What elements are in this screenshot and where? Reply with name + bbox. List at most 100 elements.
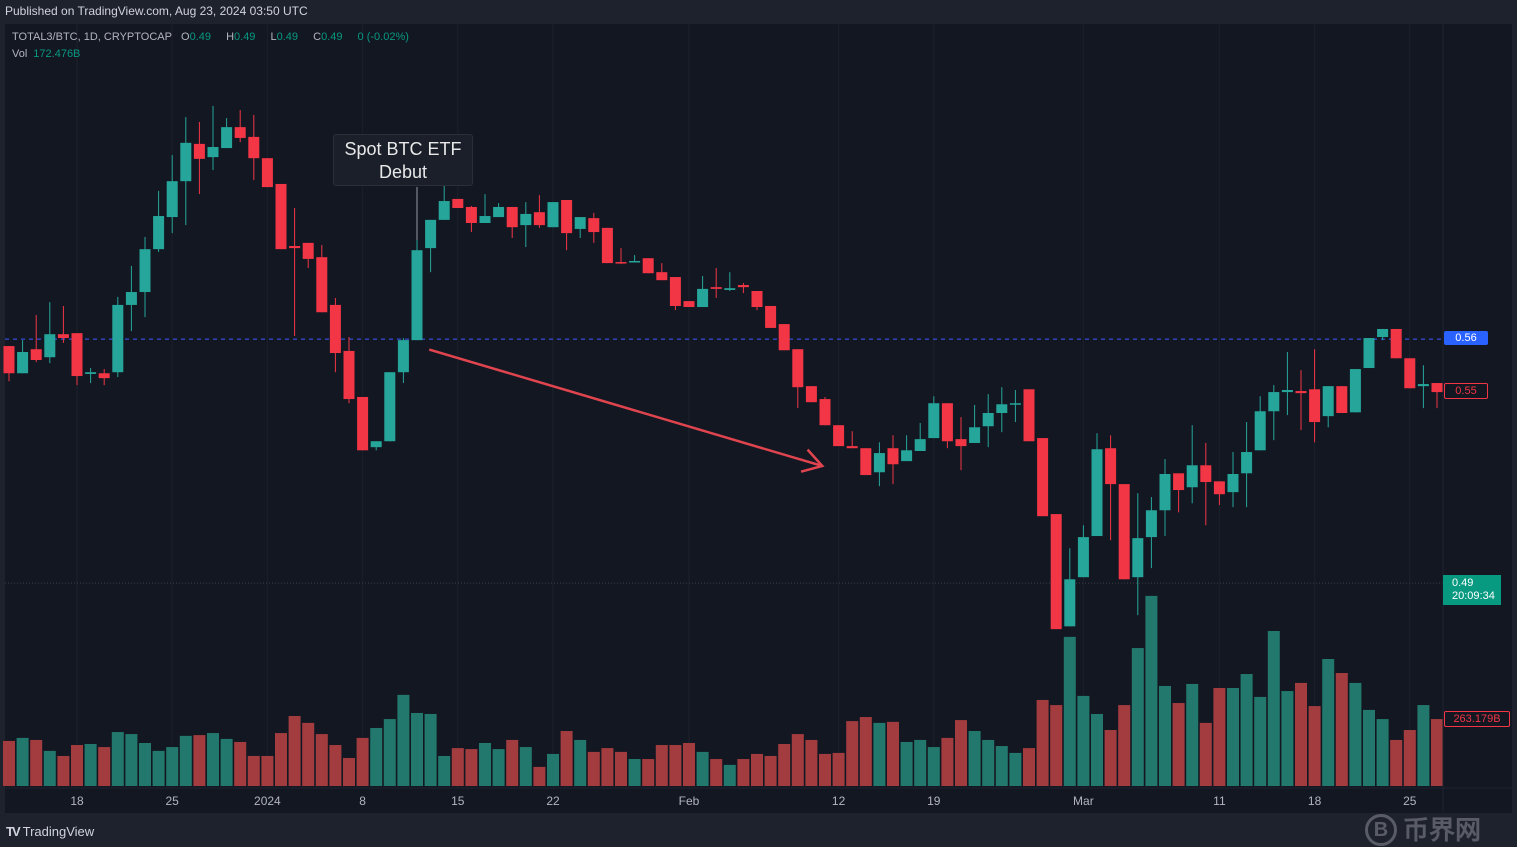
candle[interactable] <box>221 118 233 149</box>
candle[interactable] <box>44 302 56 364</box>
candle[interactable] <box>261 158 273 188</box>
candle[interactable] <box>969 404 981 443</box>
candle[interactable] <box>669 277 681 311</box>
candle[interactable] <box>248 114 260 181</box>
candle[interactable] <box>982 394 994 448</box>
candle[interactable] <box>1377 328 1389 341</box>
candle[interactable] <box>533 195 545 228</box>
candle[interactable] <box>833 425 845 447</box>
candle[interactable] <box>928 396 940 439</box>
candle[interactable] <box>316 244 328 313</box>
candle[interactable] <box>860 448 872 476</box>
candle[interactable] <box>112 296 124 378</box>
candle[interactable] <box>1268 385 1280 441</box>
candle[interactable] <box>193 121 205 195</box>
candle[interactable] <box>1200 442 1212 526</box>
candle[interactable] <box>1145 497 1157 569</box>
candle[interactable] <box>656 263 668 281</box>
candle[interactable] <box>1227 452 1239 508</box>
candle[interactable] <box>98 369 110 386</box>
candle[interactable] <box>3 346 15 382</box>
candle[interactable] <box>955 417 967 471</box>
candle[interactable] <box>1349 369 1361 413</box>
candle[interactable] <box>1132 493 1144 616</box>
candle[interactable] <box>996 387 1008 433</box>
candle[interactable] <box>683 301 695 308</box>
candle[interactable] <box>1336 386 1348 413</box>
candle[interactable] <box>384 372 396 442</box>
candle[interactable] <box>765 305 777 328</box>
candle[interactable] <box>1404 358 1416 389</box>
candle[interactable] <box>125 265 137 332</box>
candle[interactable] <box>139 236 151 318</box>
candle[interactable] <box>275 183 287 250</box>
candle[interactable] <box>1023 389 1035 442</box>
candle[interactable] <box>1241 422 1253 508</box>
candle[interactable] <box>629 255 641 263</box>
candle[interactable] <box>1118 484 1130 580</box>
candle[interactable] <box>329 297 341 373</box>
candle[interactable] <box>1091 433 1103 537</box>
candle[interactable] <box>1159 459 1171 537</box>
candle[interactable] <box>479 194 491 224</box>
candle[interactable] <box>710 267 722 298</box>
candle[interactable] <box>17 340 29 374</box>
candle[interactable] <box>506 206 518 238</box>
candle[interactable] <box>1064 548 1076 627</box>
candle[interactable] <box>71 333 83 386</box>
candle[interactable] <box>1173 473 1185 513</box>
candle[interactable] <box>180 117 192 226</box>
candle[interactable] <box>493 203 505 218</box>
candle[interactable] <box>1037 438 1049 517</box>
candle[interactable] <box>1417 365 1429 409</box>
candle[interactable] <box>1431 383 1443 409</box>
candle[interactable] <box>601 227 613 264</box>
candle[interactable] <box>166 155 178 234</box>
candle[interactable] <box>751 290 763 311</box>
trend-arrow[interactable] <box>428 348 825 473</box>
candle[interactable] <box>343 336 355 404</box>
symbol-name[interactable]: TOTAL3/BTC, 1D, CRYPTOCAP <box>12 31 172 43</box>
candle[interactable] <box>574 217 586 238</box>
candle[interactable] <box>465 205 477 233</box>
candle[interactable] <box>207 105 219 171</box>
candle[interactable] <box>901 435 913 462</box>
candle[interactable] <box>370 441 382 451</box>
candle[interactable] <box>425 219 437 273</box>
candle[interactable] <box>520 202 532 248</box>
candle[interactable] <box>85 368 97 384</box>
candle[interactable] <box>289 208 301 336</box>
candle[interactable] <box>846 431 858 449</box>
etf-annotation[interactable]: Spot BTC ETF Debut <box>333 134 473 186</box>
candle[interactable] <box>1281 351 1293 416</box>
candle[interactable] <box>778 324 790 351</box>
candle[interactable] <box>1390 328 1402 359</box>
candle[interactable] <box>1254 396 1266 451</box>
candle[interactable] <box>1050 514 1062 630</box>
candle[interactable] <box>547 202 559 228</box>
candle[interactable] <box>57 305 69 343</box>
candle[interactable] <box>234 110 246 143</box>
candle[interactable] <box>805 386 817 403</box>
candle[interactable] <box>588 212 600 243</box>
candle[interactable] <box>438 181 450 220</box>
tradingview-footer[interactable]: TV TradingView <box>6 824 94 839</box>
candle[interactable] <box>411 240 423 341</box>
volume-label[interactable]: Vol <box>12 48 28 60</box>
candle[interactable] <box>941 403 953 449</box>
candle[interactable] <box>724 272 736 291</box>
candle[interactable] <box>792 349 804 409</box>
candle[interactable] <box>1213 481 1225 506</box>
candle[interactable] <box>697 275 709 308</box>
candle[interactable] <box>1322 386 1334 428</box>
candle[interactable] <box>1363 338 1375 369</box>
candle[interactable] <box>819 396 831 426</box>
candle[interactable] <box>887 435 899 485</box>
candle[interactable] <box>1295 370 1307 431</box>
candle[interactable] <box>615 248 627 265</box>
candle[interactable] <box>1309 349 1321 443</box>
candle[interactable] <box>30 315 42 363</box>
candle[interactable] <box>873 442 885 487</box>
candle[interactable] <box>153 190 165 252</box>
